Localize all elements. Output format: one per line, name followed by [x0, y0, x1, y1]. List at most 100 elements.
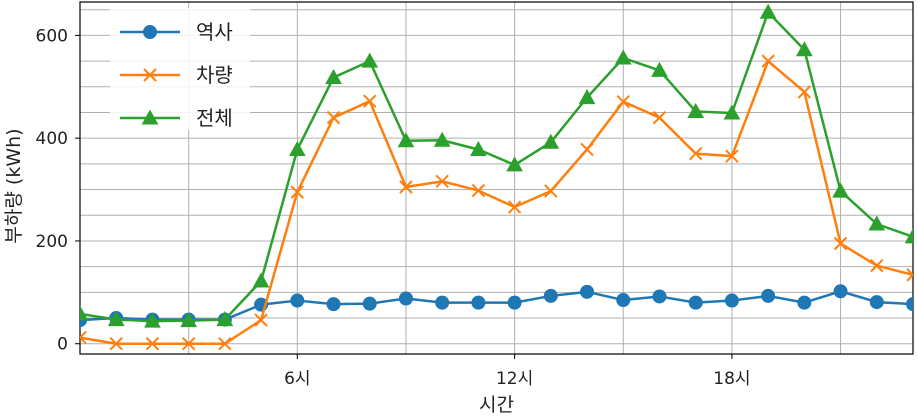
- data-point: [471, 295, 486, 310]
- data-point: [652, 289, 667, 304]
- data-point: [543, 288, 558, 303]
- data-point: [326, 110, 341, 125]
- data-point: [507, 200, 522, 214]
- marker-x-stroke: [435, 174, 449, 189]
- marker-x-stroke: [580, 142, 594, 157]
- plot-frame: [79, 1, 914, 355]
- data-point: [471, 183, 486, 198]
- data-point: [652, 110, 667, 125]
- marker-x-stroke: [906, 273, 913, 282]
- data-point: [761, 54, 775, 68]
- data-point: [363, 94, 377, 108]
- marker-x-stroke: [326, 110, 341, 125]
- data-point: [107, 311, 125, 327]
- marker-x-stroke: [544, 184, 558, 198]
- marker-x-stroke: [616, 94, 630, 109]
- data-point: [833, 284, 848, 299]
- data-point: [723, 104, 741, 120]
- y-tick-label: 200: [36, 232, 68, 252]
- y-tick-label: 400: [36, 129, 68, 149]
- data-point: [724, 293, 739, 308]
- series-차량: [80, 54, 913, 351]
- data-point: [252, 272, 270, 288]
- legend-label: 전체: [196, 106, 233, 130]
- marker-x-stroke: [181, 337, 196, 351]
- y-tick-label: 600: [36, 26, 68, 46]
- data-point: [580, 284, 595, 299]
- data-point: [506, 156, 523, 172]
- data-point: [290, 185, 305, 199]
- data-point: [869, 295, 884, 310]
- data-point: [181, 337, 196, 351]
- series-layer: [80, 3, 913, 351]
- data-point: [290, 293, 305, 308]
- marker-x-stroke: [833, 236, 848, 251]
- marker-x-stroke: [797, 85, 812, 99]
- legend-marker: [143, 68, 157, 82]
- data-point: [507, 295, 522, 310]
- x-tick-label: 18시: [713, 369, 750, 389]
- data-point: [904, 228, 913, 244]
- data-point: [688, 146, 703, 161]
- x-axis-label: 시간: [479, 394, 514, 416]
- data-point: [832, 182, 849, 198]
- marker-x-stroke: [507, 200, 522, 214]
- marker-x-stroke: [80, 330, 87, 339]
- data-point: [109, 337, 123, 351]
- data-point: [616, 94, 630, 109]
- data-point: [325, 69, 342, 85]
- marker-x-stroke: [290, 185, 305, 199]
- marker-x-stroke: [471, 183, 486, 198]
- data-point: [435, 295, 450, 310]
- data-point: [795, 41, 813, 57]
- data-point: [254, 313, 268, 327]
- marker-x-stroke: [254, 313, 268, 327]
- x-tick-label: 12시: [496, 369, 533, 389]
- y-tick-label: 0: [57, 335, 68, 355]
- data-point: [288, 140, 306, 156]
- legend-marker: [143, 25, 157, 39]
- marker-x-stroke: [145, 337, 160, 351]
- data-point: [616, 293, 631, 308]
- marker-x-stroke: [870, 258, 884, 273]
- data-point: [651, 61, 668, 77]
- marker-x-stroke: [906, 268, 913, 277]
- data-point: [580, 142, 594, 157]
- marker-x-stroke: [688, 146, 703, 161]
- data-point: [399, 180, 413, 194]
- data-point: [759, 3, 777, 19]
- data-point: [80, 330, 87, 345]
- data-point: [797, 85, 812, 99]
- data-point: [180, 312, 198, 328]
- marker-x-stroke: [80, 336, 87, 345]
- y-axis-label: 부하량 (kWh): [3, 128, 25, 243]
- data-point: [542, 133, 560, 149]
- series-전체: [80, 3, 913, 328]
- data-point: [361, 52, 379, 68]
- data-point: [433, 131, 451, 147]
- data-point: [144, 312, 161, 328]
- data-point: [614, 49, 632, 65]
- data-point: [906, 297, 913, 312]
- legend-marker: [141, 109, 159, 125]
- data-point: [435, 174, 449, 189]
- data-point: [470, 140, 487, 156]
- data-point: [688, 295, 703, 310]
- marker-x-stroke: [143, 68, 157, 82]
- y-tick-labels: 0 200 400 600: [36, 26, 80, 355]
- data-point: [868, 215, 886, 231]
- x-tick-labels: 6시 12시 18시: [284, 354, 751, 389]
- marker-x-stroke: [725, 149, 739, 163]
- legend-label: 역사: [196, 20, 233, 44]
- marker-x-stroke: [109, 337, 123, 351]
- series-line: [80, 290, 913, 322]
- data-point: [870, 258, 884, 273]
- data-point: [326, 297, 341, 312]
- legend-label: 차량: [196, 63, 233, 87]
- data-point: [397, 132, 415, 148]
- legend-box: [110, 8, 250, 130]
- data-point: [578, 89, 596, 105]
- data-point: [906, 268, 913, 282]
